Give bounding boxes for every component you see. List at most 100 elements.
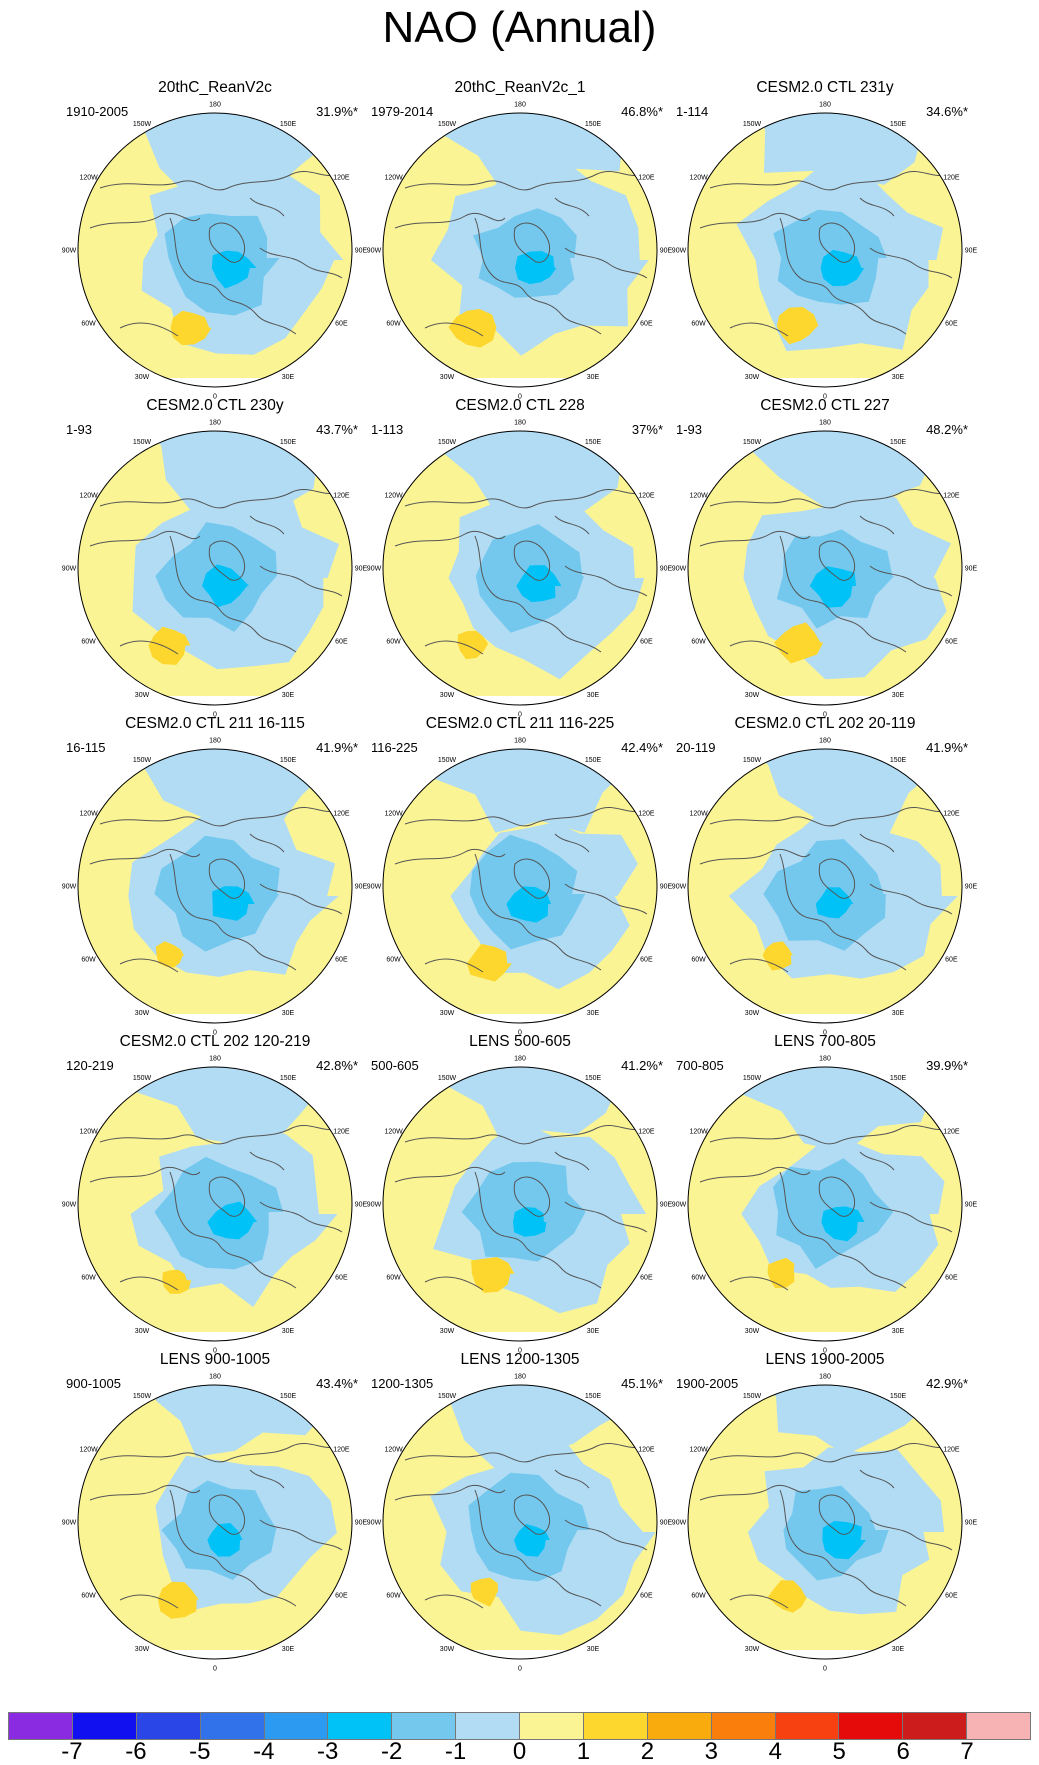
longitude-label: 30W: [440, 692, 455, 699]
longitude-label: 60W: [691, 639, 706, 646]
longitude-label: 60E: [335, 321, 348, 328]
longitude-label: 120W: [384, 1129, 403, 1136]
coastline: [699, 170, 953, 337]
panel-title: CESM2.0 CTL 202 120-219: [119, 1033, 311, 1050]
longitude-label: 60W: [81, 639, 96, 646]
longitude-label: 60W: [691, 321, 706, 328]
longitude-label: 120E: [333, 493, 350, 500]
longitude-label: 150W: [743, 1393, 762, 1400]
longitude-label: 30W: [135, 374, 150, 381]
panel-variance: 42.4%*: [621, 740, 663, 755]
panel-title: 20thC_ReanV2c_1: [454, 79, 586, 96]
coastline: [699, 1442, 953, 1609]
longitude-label: 90E: [355, 1520, 368, 1527]
positive-center: [148, 626, 191, 665]
longitude-label: 90W: [367, 1520, 382, 1527]
colorbar-swatch: [520, 1713, 584, 1739]
longitude-label: 30E: [587, 1646, 600, 1653]
longitude-label: 120E: [333, 1129, 350, 1136]
coastline: [89, 488, 343, 655]
longitude-label: 180: [819, 102, 831, 109]
colorbar-label: 3: [704, 1738, 718, 1765]
map-fill: [383, 1067, 657, 1332]
longitude-label: 120E: [943, 175, 960, 182]
longitude-label: 150E: [585, 1393, 602, 1400]
longitude-label: 120E: [638, 175, 655, 182]
panel-title: CESM2.0 CTL 230y: [146, 397, 284, 414]
map-panel: LENS 500-605 500-605 41.2%* 180 150E 120E 90E 6…: [365, 1032, 675, 1355]
negative-region: [745, 113, 947, 185]
panel-title: LENS 500-605: [469, 1033, 571, 1050]
longitude-label: 60E: [945, 957, 958, 964]
longitude-label: 150E: [280, 1393, 297, 1400]
panel-period: 1900-2005: [676, 1376, 739, 1391]
longitude-label: 30W: [135, 692, 150, 699]
panel-period: 500-605: [371, 1058, 419, 1073]
panel-variance: 37%*: [631, 422, 663, 437]
longitude-label: 90E: [965, 884, 978, 891]
longitude-label: 60E: [640, 957, 653, 964]
longitude-label: 60E: [335, 1593, 348, 1600]
panel-title: CESM2.0 CTL 211 116-225: [425, 715, 615, 732]
polar-map: 180 150E 120E 90E 60E 30E 0 30W 60W 90W 120W 150W: [672, 1374, 978, 1673]
coastline: [394, 1442, 648, 1609]
colorbar-label: 4: [768, 1738, 782, 1765]
longitude-label: 120E: [638, 811, 655, 818]
longitude-label: 180: [819, 738, 831, 745]
longitude-label: 90W: [367, 1202, 382, 1209]
longitude-label: 180: [514, 102, 526, 109]
longitude-label: 90W: [367, 884, 382, 891]
panel-title: LENS 700-805: [774, 1033, 876, 1050]
map-border: [382, 1066, 658, 1342]
map-border: [77, 430, 353, 706]
colorbar-swatch: [775, 1713, 840, 1739]
colorbar-swatch: [200, 1713, 265, 1739]
longitude-label: 120E: [638, 1447, 655, 1454]
longitude-label: 150W: [438, 439, 457, 446]
polar-map: 180 150E 120E 90E 60E 30E 0 30W 60W 90W 120W 150W: [367, 1056, 673, 1355]
longitude-label: 30E: [282, 1010, 295, 1017]
positive-center: [762, 941, 793, 971]
panel-title: CESM2.0 CTL 211 16-115: [125, 715, 305, 732]
longitude-label: 0: [518, 712, 522, 719]
negative-region: [125, 431, 345, 515]
negative-region: [755, 1385, 945, 1456]
longitude-label: 30W: [745, 1328, 760, 1335]
colorbar-swatch: [264, 1713, 329, 1739]
colorbar-label: -2: [380, 1738, 403, 1765]
longitude-label: 120E: [943, 1447, 960, 1454]
polar-map: 180 150E 120E 90E 60E 30E 0 30W 60W 90W 120W 150W: [367, 102, 673, 401]
longitude-label: 30E: [892, 374, 905, 381]
longitude-label: 150E: [280, 121, 297, 128]
positive-center: [170, 310, 212, 346]
longitude-label: 120E: [333, 1447, 350, 1454]
longitude-label: 90W: [672, 248, 687, 255]
longitude-label: 60W: [691, 1275, 706, 1282]
longitude-label: 90W: [62, 1520, 77, 1527]
longitude-label: 90W: [672, 566, 687, 573]
longitude-label: 150E: [585, 121, 602, 128]
colorbar-label: -6: [125, 1738, 147, 1765]
colorbar-label: -4: [253, 1738, 275, 1765]
map-panel: 20thC_ReanV2c_1 1979-2014 46.8%* 180 150E 120…: [365, 78, 675, 401]
colorbar-swatch: [647, 1713, 712, 1739]
map-panel: LENS 1200-1305 1200-1305 45.1%* 180 150E 120E…: [365, 1350, 675, 1673]
panel-period: 1910-2005: [66, 104, 129, 119]
panel-title: LENS 900-1005: [159, 1351, 271, 1368]
colorbar: -7 -6 -5 -4 -3 -2 -1 0 1 2 3 4 5 6 7: [8, 1712, 1031, 1764]
positive-center: [448, 309, 497, 348]
colorbar-swatch: [456, 1713, 520, 1739]
map-fill: [78, 749, 352, 1014]
positive-center: [155, 941, 185, 968]
colorbar-swatch: [72, 1713, 137, 1739]
longitude-label: 30E: [282, 374, 295, 381]
map-fill: [78, 1067, 352, 1332]
panel-period: 1-93: [676, 422, 703, 437]
longitude-label: 120W: [79, 1447, 98, 1454]
negative-center: [207, 1523, 243, 1557]
positive-center: [162, 1269, 192, 1294]
panel-variance: 45.1%*: [621, 1376, 663, 1391]
longitude-label: 180: [209, 420, 221, 427]
coastline: [89, 806, 343, 973]
